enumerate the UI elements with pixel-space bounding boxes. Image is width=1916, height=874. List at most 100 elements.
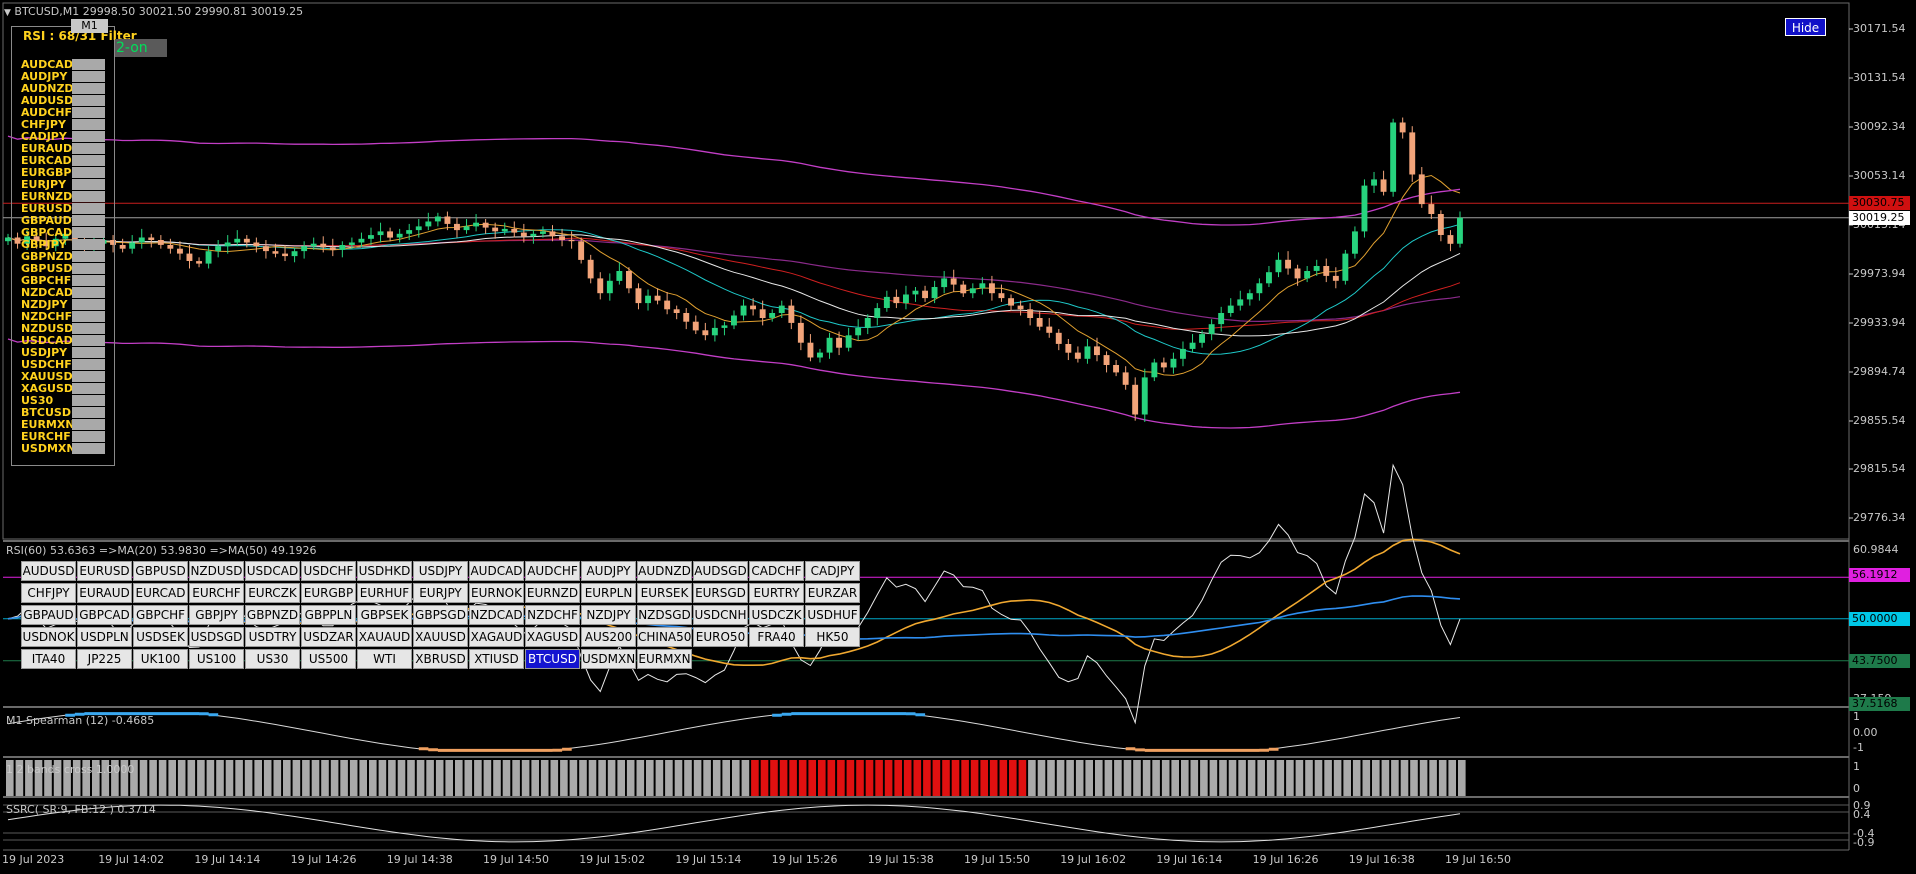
scanner-row[interactable]: GBPUSD [21, 263, 121, 275]
scanner-row[interactable]: EURMXN [21, 419, 121, 431]
pair-button[interactable]: JP225 [77, 649, 132, 669]
price-chart[interactable] [3, 117, 1849, 429]
pair-button[interactable]: USDSGD [189, 627, 244, 647]
pair-button[interactable]: EURPLN [581, 583, 636, 603]
pair-button[interactable]: EURJPY [413, 583, 468, 603]
pair-button[interactable]: FRA40 [749, 627, 804, 647]
pair-button[interactable]: BTCUSD [525, 649, 580, 669]
pair-button[interactable]: USDCAD [245, 561, 300, 581]
pair-button[interactable]: EURNOK [469, 583, 524, 603]
pair-button[interactable]: AUDSGD [693, 561, 748, 581]
pair-button[interactable]: XTIUSD [469, 649, 524, 669]
pair-button[interactable]: NZDCAD [469, 605, 524, 625]
pair-button[interactable]: EURAUD [77, 583, 132, 603]
scanner-row[interactable]: EURNZD [21, 191, 121, 203]
pair-button[interactable]: GBPSEK [357, 605, 412, 625]
pair-button[interactable]: GBPJPY [189, 605, 244, 625]
pair-button[interactable]: USDJPY [413, 561, 468, 581]
scanner-row[interactable]: NZDJPY [21, 299, 121, 311]
scanner-row[interactable]: GBPCAD [21, 227, 121, 239]
pair-button[interactable]: US30 [245, 649, 300, 669]
pair-button[interactable]: AUS200 [581, 627, 636, 647]
pair-button[interactable]: NZDCHF [525, 605, 580, 625]
pair-button[interactable]: EURGBP [301, 583, 356, 603]
pair-button[interactable]: NZDUSD [189, 561, 244, 581]
scanner-row[interactable]: AUDCAD [21, 59, 121, 71]
scanner-row[interactable]: EURCAD [21, 155, 121, 167]
pair-button[interactable]: USDHKD [357, 561, 412, 581]
pair-button[interactable]: NZDSGD [637, 605, 692, 625]
scanner-row[interactable]: EURAUD [21, 143, 121, 155]
scanner-row[interactable]: NZDCHF [21, 311, 121, 323]
pair-button[interactable]: US100 [189, 649, 244, 669]
pair-button[interactable]: HK50 [805, 627, 860, 647]
pair-button[interactable]: EURO50 [693, 627, 748, 647]
scanner-row[interactable]: US30 [21, 395, 121, 407]
pair-button[interactable]: GBPCHF [133, 605, 188, 625]
pair-button[interactable]: EURUSD [77, 561, 132, 581]
scanner-row[interactable]: XAGUSD [21, 383, 121, 395]
pair-button[interactable]: EURSEK [637, 583, 692, 603]
scanner-timeframe[interactable]: M1 [71, 19, 108, 33]
scanner-row[interactable]: GBPNZD [21, 251, 121, 263]
pair-button[interactable]: US500 [301, 649, 356, 669]
scanner-row[interactable]: EURUSD [21, 203, 121, 215]
pair-button[interactable]: USDTRY [245, 627, 300, 647]
pair-button[interactable]: XAGUSD [525, 627, 580, 647]
pair-button[interactable]: CHFJPY [21, 583, 76, 603]
pair-button[interactable]: USDNOK [21, 627, 76, 647]
pair-button[interactable]: EURSGD [693, 583, 748, 603]
pair-button[interactable]: WTI [357, 649, 412, 669]
pair-button[interactable]: GBPPLN [301, 605, 356, 625]
pair-button[interactable]: NZDJPY [581, 605, 636, 625]
scanner-row[interactable]: XAUUSD [21, 371, 121, 383]
pair-button[interactable]: ITA40 [21, 649, 76, 669]
scanner-row[interactable]: CHFJPY [21, 119, 121, 131]
pair-button[interactable]: CADCHF [749, 561, 804, 581]
pair-button[interactable]: USDCZK [749, 605, 804, 625]
scanner-row[interactable]: USDCHF [21, 359, 121, 371]
pair-button[interactable]: USDMXN [581, 649, 636, 669]
pair-button[interactable]: USDPLN [77, 627, 132, 647]
pair-button[interactable]: AUDCAD [469, 561, 524, 581]
pair-button[interactable]: AUDCHF [525, 561, 580, 581]
pair-button[interactable]: UK100 [133, 649, 188, 669]
pair-button[interactable]: GBPCAD [77, 605, 132, 625]
pair-button[interactable]: AUDJPY [581, 561, 636, 581]
pair-button[interactable]: USDCHF [301, 561, 356, 581]
pair-button[interactable]: CHINA50 [637, 627, 692, 647]
scanner-row[interactable]: GBPJPY [21, 239, 121, 251]
scanner-row[interactable]: EURJPY [21, 179, 121, 191]
scanner-row[interactable]: GBPAUD [21, 215, 121, 227]
scanner-row[interactable]: EURCHF [21, 431, 121, 443]
pair-button[interactable]: EURZAR [805, 583, 860, 603]
scanner-row[interactable]: CADJPY [21, 131, 121, 143]
scanner-row[interactable]: AUDJPY [21, 71, 121, 83]
pair-button[interactable]: XBRUSD [413, 649, 468, 669]
pair-button[interactable]: USDHUF [805, 605, 860, 625]
pair-button[interactable]: EURMXN [637, 649, 692, 669]
scanner-row[interactable]: USDCAD [21, 335, 121, 347]
pair-button[interactable]: USDSEK [133, 627, 188, 647]
scanner-row[interactable]: USDJPY [21, 347, 121, 359]
pair-button[interactable]: GBPNZD [245, 605, 300, 625]
scanner-row[interactable]: BTCUSD [21, 407, 121, 419]
pair-button[interactable]: AUDNZD [637, 561, 692, 581]
scanner-row[interactable]: NZDCAD [21, 287, 121, 299]
scanner-row[interactable]: EURGBP [21, 167, 121, 179]
pair-button[interactable]: EURHUF [357, 583, 412, 603]
pair-button[interactable]: GBPSGD [413, 605, 468, 625]
pair-button[interactable]: EURCAD [133, 583, 188, 603]
scanner-row[interactable]: NZDUSD [21, 323, 121, 335]
pair-button[interactable]: USDCNH [693, 605, 748, 625]
scanner-row[interactable]: AUDNZD [21, 83, 121, 95]
scanner-row[interactable]: GBPCHF [21, 275, 121, 287]
pair-button[interactable]: CADJPY [805, 561, 860, 581]
scanner-row[interactable]: USDMXN [21, 443, 121, 455]
scanner-row[interactable]: AUDUSD [21, 95, 121, 107]
pair-button[interactable]: EURTRY [749, 583, 804, 603]
hide-button[interactable]: Hide [1785, 18, 1826, 36]
pair-button[interactable]: XAUUSD [413, 627, 468, 647]
pair-button[interactable]: XAGAUD [469, 627, 524, 647]
